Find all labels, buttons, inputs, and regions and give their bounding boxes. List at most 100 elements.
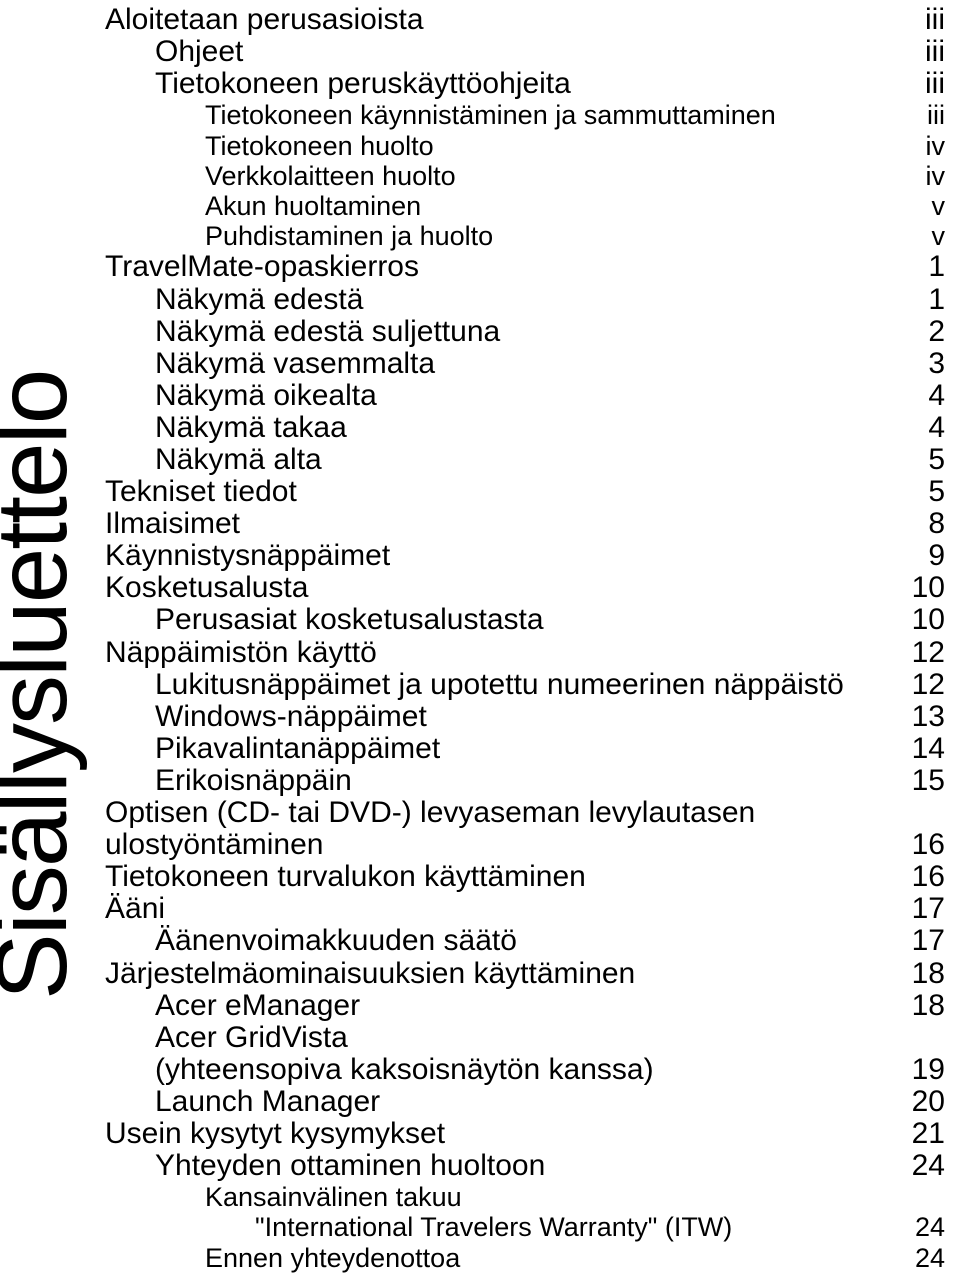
toc-row: Aloitetaan perusasioista iii (105, 4, 945, 36)
toc-label: Launch Manager (155, 1086, 380, 1118)
toc-page: iv (906, 161, 946, 191)
toc-page: 24 (892, 1150, 945, 1182)
toc-label: Tekniset tiedot (105, 476, 297, 508)
toc-label: Puhdistaminen ja huolto (205, 221, 493, 251)
toc-row: Ennen yhteydenottoa 24 (105, 1243, 945, 1273)
toc-row: (yhteensopiva kaksoisnäytön kanssa) 19 (105, 1054, 945, 1086)
toc-page: 21 (892, 1118, 945, 1150)
toc-label: Näkymä oikealta (155, 380, 377, 412)
toc-page: iii (905, 4, 945, 36)
toc-row: Näkymä edestä 1 (105, 284, 945, 316)
toc-row: Äänenvoimakkuuden säätö17 (105, 925, 945, 957)
toc-row: Käynnistysnäppäimet 9 (105, 540, 945, 572)
toc-label: Näkymä edestä suljettuna (155, 316, 500, 348)
toc-label: Windows-näppäimet (155, 701, 427, 733)
toc-page: 18 (892, 958, 945, 990)
toc-page: 9 (908, 540, 945, 572)
toc-row: Tietokoneen peruskäyttöohjeita iii (105, 68, 945, 100)
toc-row: Acer eManager18 (105, 990, 945, 1022)
toc-row: TravelMate-opaskierros1 (105, 251, 945, 283)
toc-row: Kansainvälinen takuu (105, 1182, 945, 1212)
toc-label: Perusasiat kosketusalustasta (155, 604, 544, 636)
toc-page: 17 (892, 893, 945, 925)
toc-label: Kansainvälinen takuu (205, 1182, 462, 1212)
toc-label: Ääni (105, 893, 165, 925)
toc-row: Usein kysytyt kysymykset21 (105, 1118, 945, 1150)
toc-page: 1 (908, 284, 945, 316)
toc-row: Puhdistaminen ja huolto v (105, 221, 945, 251)
toc-page: 2 (908, 316, 945, 348)
toc-row: Näkymä takaa 4 (105, 412, 945, 444)
toc-row: Kosketusalusta 10 (105, 572, 945, 604)
toc-label: Aloitetaan perusasioista (105, 4, 424, 36)
toc-label: Verkkolaitteen huolto (205, 161, 456, 191)
toc-page: 13 (892, 701, 945, 733)
toc-row: ulostyöntäminen 16 (105, 829, 945, 861)
toc-row: Yhteyden ottaminen huoltoon 24 (105, 1150, 945, 1182)
toc-row: Näppäimistön käyttö 12 (105, 637, 945, 669)
toc-row: Lukitusnäppäimet ja upotettu numeerinen … (105, 669, 945, 701)
toc-page: 1 (908, 251, 945, 283)
toc-page: 10 (892, 604, 945, 636)
toc-page: 12 (892, 637, 945, 669)
toc-label: Ennen yhteydenottoa (205, 1243, 460, 1273)
toc-row: Launch Manager 20 (105, 1086, 945, 1118)
toc-page: 19 (892, 1054, 945, 1086)
toc-page: iii (907, 100, 945, 130)
toc-page: 4 (908, 380, 945, 412)
toc-label: ulostyöntäminen (105, 829, 323, 861)
toc-label: (yhteensopiva kaksoisnäytön kanssa) (155, 1054, 654, 1086)
toc-label: Näkymä takaa (155, 412, 347, 444)
toc-row: Akun huoltaminenv (105, 191, 945, 221)
toc-label: Ilmaisimet (105, 508, 240, 540)
toc-page: 3 (908, 348, 945, 380)
toc-row: Tekniset tiedot 5 (105, 476, 945, 508)
toc-page: 14 (892, 733, 945, 765)
toc-label: Näkymä alta (155, 444, 322, 476)
toc-row: Ääni 17 (105, 893, 945, 925)
toc-row: Näkymä edestä suljettuna 2 (105, 316, 945, 348)
toc-label: Näkymä vasemmalta (155, 348, 435, 380)
toc-row: Tietokoneen käynnistäminen ja sammuttami… (105, 100, 945, 130)
toc-page: 5 (908, 444, 945, 476)
toc-label: Käynnistysnäppäimet (105, 540, 390, 572)
toc-page: iv (906, 131, 946, 161)
toc-page: 24 (895, 1212, 945, 1242)
toc-row: Näkymä vasemmalta 3 (105, 348, 945, 380)
toc-label: Tietokoneen turvalukon käyttäminen (105, 861, 586, 893)
toc-page: 24 (895, 1243, 945, 1273)
toc-page: 16 (892, 829, 945, 861)
toc-label: Optisen (CD- tai DVD-) levyaseman levyla… (105, 797, 755, 829)
toc-row: Perusasiat kosketusalustasta 10 (105, 604, 945, 636)
toc-row: "International Travelers Warranty" (ITW)… (105, 1212, 945, 1242)
toc-label: Tietokoneen peruskäyttöohjeita (155, 68, 571, 100)
toc-label: Näkymä edestä (155, 284, 363, 316)
toc-row: Näkymä alta 5 (105, 444, 945, 476)
toc-label: Ohjeet (155, 36, 243, 68)
toc-row: Järjestelmäominaisuuksien käyttäminen18 (105, 958, 945, 990)
toc-page: 12 (892, 669, 945, 701)
toc-label: Erikoisnäppäin (155, 765, 352, 797)
toc-label: "International Travelers Warranty" (ITW) (255, 1212, 732, 1242)
toc-label: Lukitusnäppäimet ja upotettu numeerinen … (155, 669, 844, 701)
toc-label: Acer GridVista (155, 1022, 348, 1054)
toc-page: 15 (892, 765, 945, 797)
toc-page: 20 (892, 1086, 945, 1118)
toc-label: Kosketusalusta (105, 572, 308, 604)
toc-page: iii (905, 68, 945, 100)
sidebar-title: Sisällysluettelo (0, 0, 92, 1000)
toc-row: Ilmaisimet 8 (105, 508, 945, 540)
toc-page: 4 (908, 412, 945, 444)
toc-page: 8 (908, 508, 945, 540)
toc-row: Verkkolaitteen huolto iv (105, 161, 945, 191)
toc-page: v (912, 221, 946, 251)
toc-label: Tietokoneen käynnistäminen ja sammuttami… (205, 100, 776, 130)
toc-page: 5 (908, 476, 945, 508)
toc-row: Tietokoneen turvalukon käyttäminen16 (105, 861, 945, 893)
toc-page: 10 (892, 572, 945, 604)
toc-label: Yhteyden ottaminen huoltoon (155, 1150, 545, 1182)
table-of-contents: Aloitetaan perusasioistaiiiOhjeetiiiTiet… (105, 4, 945, 1273)
toc-label: Näppäimistön käyttö (105, 637, 377, 669)
toc-row: Ohjeetiii (105, 36, 945, 68)
toc-page: 17 (892, 925, 945, 957)
